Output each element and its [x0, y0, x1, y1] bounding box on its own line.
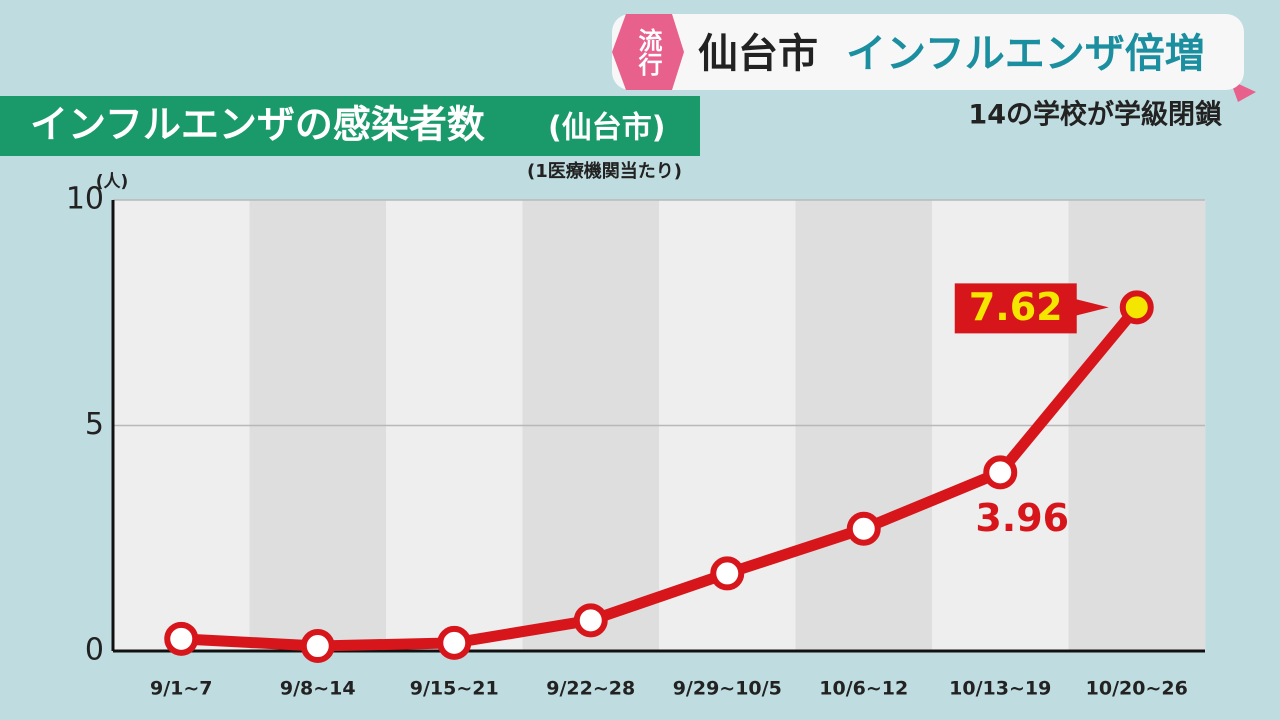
value-label-box [954, 283, 1109, 334]
point [1119, 290, 1154, 325]
point [164, 621, 199, 656]
header-box [612, 14, 1244, 90]
y-tick-label: 0 [85, 633, 104, 668]
point [983, 455, 1018, 490]
value-label: 3.96 [975, 496, 1069, 540]
x-tick-label: 10/20~26 [1086, 678, 1188, 700]
header-badge [612, 14, 684, 90]
x-tick-label: 9/8~14 [280, 678, 356, 700]
chart-title-note: (仙台市) [548, 111, 665, 146]
header-location: 仙台市 [698, 31, 818, 77]
x-tick-label: 10/13~19 [949, 678, 1051, 700]
point [846, 511, 881, 546]
point [300, 629, 335, 664]
y-tick-label: 5 [85, 407, 104, 442]
header-badge-text: 流行 [634, 28, 663, 77]
y-tick-label: 10 [66, 182, 104, 217]
x-tick-label: 9/22~28 [546, 678, 635, 700]
plot: 0 5 10 9/1~7 9/8~14 9/15~21 9/22~28 9/29~10/5 10… [66, 182, 1206, 700]
point [573, 603, 608, 638]
x-tick-label: 9/29~10/5 [673, 678, 782, 700]
value-label: 7.62 [969, 285, 1063, 329]
header-headline: インフルエンザ倍増 [846, 31, 1205, 77]
header-subheadline: 14の学校が学級閉鎖 [968, 99, 1222, 131]
chart-title: インフルエンザの感染者数 [30, 103, 485, 147]
title-bar [0, 96, 700, 156]
point [710, 556, 745, 591]
point [437, 625, 472, 660]
chart-subtitle: (1医療機関当たり) [527, 160, 682, 182]
line [180, 303, 1141, 652]
y-axis-label: (人) [96, 172, 129, 192]
x-tick-label: 9/1~7 [150, 678, 213, 700]
x-tick-label: 9/15~21 [410, 678, 499, 700]
x-tick-label: 10/6~12 [819, 678, 908, 700]
